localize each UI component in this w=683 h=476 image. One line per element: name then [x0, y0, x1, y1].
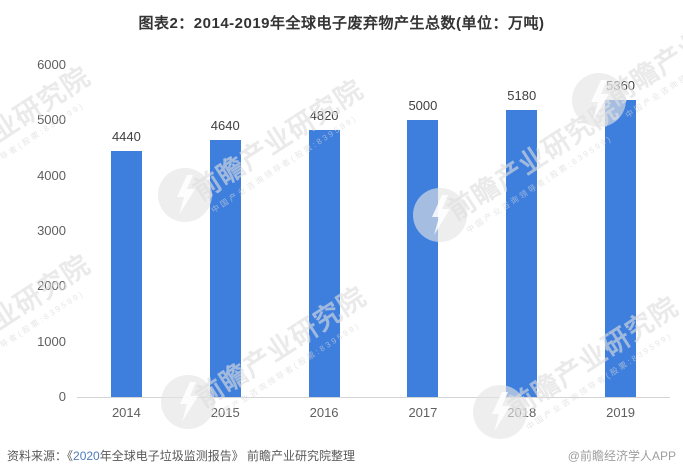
source-note-suffix: 年全球电子垃圾监测报告》 前瞻产业研究院整理	[99, 449, 356, 463]
x-axis-label: 2018	[507, 405, 537, 420]
x-axis-label: 2014	[111, 405, 141, 420]
y-axis-tick-label: 3000	[37, 223, 66, 238]
bar-2017	[407, 120, 439, 397]
bar-2014	[110, 151, 142, 397]
y-axis-tick-label: 2000	[37, 278, 66, 294]
bar-value-label: 5000	[408, 98, 438, 113]
bar-value-label: 4440	[111, 129, 141, 144]
source-note-year: 2020	[73, 449, 100, 463]
bar-2018	[506, 110, 538, 397]
y-axis-tick-label: 6000	[37, 57, 66, 72]
source-note: 资料来源：《2020年全球电子垃圾监测报告》 前瞻产业研究院整理	[7, 447, 355, 464]
y-axis-tick-label: 4000	[37, 167, 66, 183]
chart-title: 图表2：2014-2019年全球电子废弃物产生总数(单位：万吨)	[138, 15, 545, 32]
bar-2015	[209, 140, 241, 397]
app-credit: @前瞻经济学人APP	[567, 449, 676, 463]
bar-value-label: 5180	[507, 88, 537, 103]
source-note-prefix: 资料来源：《	[7, 449, 74, 463]
x-axis-label: 2015	[210, 405, 240, 420]
x-axis-label: 2017	[408, 405, 438, 420]
bar-value-label: 4640	[210, 118, 240, 133]
x-axis-label: 2016	[309, 405, 339, 420]
bar-2019	[605, 100, 637, 397]
y-axis-tick-label: 5000	[37, 112, 66, 128]
bar-2016	[308, 130, 340, 397]
bar-value-label: 5360	[606, 78, 636, 93]
y-axis-tick-label: 0	[58, 389, 66, 404]
plot-area: 4440 4640 4820 5000 5180 5360	[77, 65, 670, 398]
x-axis-label: 2019	[606, 405, 636, 420]
bar-value-label: 4820	[309, 108, 339, 123]
y-axis-tick-label: 1000	[37, 333, 66, 349]
